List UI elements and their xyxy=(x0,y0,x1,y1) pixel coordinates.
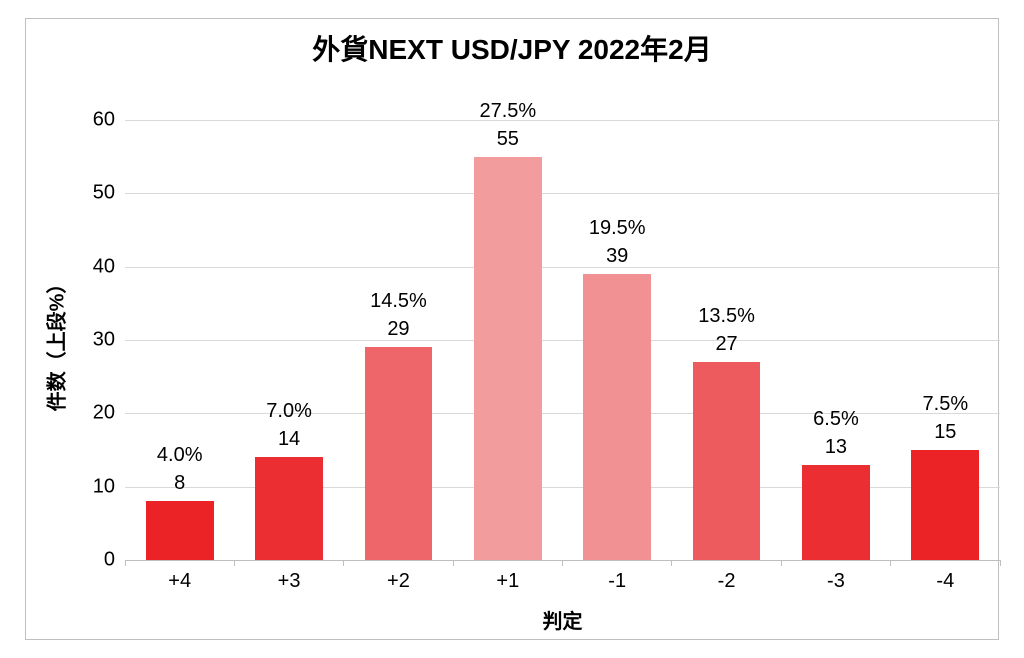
plot-area: 84.0%147.0%2914.5%5527.5%3919.5%2713.5%1… xyxy=(125,120,1000,560)
bar-pct-label: 7.5% xyxy=(923,393,969,416)
x-tick-mark xyxy=(890,560,891,566)
x-tick-mark xyxy=(343,560,344,566)
bar-value-label: 15 xyxy=(934,421,956,444)
x-tick-mark xyxy=(453,560,454,566)
y-tick-label: 60 xyxy=(0,109,115,132)
bar-value-label: 13 xyxy=(825,436,847,459)
bar-pct-label: 4.0% xyxy=(157,444,203,467)
y-tick-label: 10 xyxy=(0,475,115,498)
bar xyxy=(911,450,979,560)
bar-pct-label: 7.0% xyxy=(266,400,312,423)
bar-pct-label: 19.5% xyxy=(589,217,646,240)
bar xyxy=(255,457,323,560)
gridline xyxy=(125,413,1000,414)
y-tick-label: 20 xyxy=(0,402,115,425)
gridline xyxy=(125,340,1000,341)
x-tick-label: +2 xyxy=(387,570,410,593)
bar xyxy=(583,274,651,560)
bar-value-label: 55 xyxy=(497,128,519,151)
bar-value-label: 14 xyxy=(278,428,300,451)
chart-container: 外貨NEXT USD/JPY 2022年2月 件数（上段%） 84.0%147.… xyxy=(0,0,1024,658)
bar-pct-label: 13.5% xyxy=(698,305,755,328)
bar xyxy=(802,465,870,560)
x-tick-mark xyxy=(234,560,235,566)
bar-value-label: 39 xyxy=(606,245,628,268)
bar-pct-label: 14.5% xyxy=(370,290,427,313)
y-tick-label: 50 xyxy=(0,182,115,205)
x-tick-label: +1 xyxy=(496,570,519,593)
y-tick-label: 40 xyxy=(0,255,115,278)
x-tick-mark xyxy=(781,560,782,566)
x-tick-mark xyxy=(1000,560,1001,566)
bar xyxy=(365,347,433,560)
x-tick-label: -2 xyxy=(718,570,736,593)
y-tick-label: 30 xyxy=(0,329,115,352)
x-tick-label: -3 xyxy=(827,570,845,593)
gridline xyxy=(125,193,1000,194)
x-tick-label: +3 xyxy=(278,570,301,593)
gridline xyxy=(125,267,1000,268)
chart-title: 外貨NEXT USD/JPY 2022年2月 xyxy=(0,28,1024,68)
gridline xyxy=(125,120,1000,121)
bar xyxy=(693,362,761,560)
bar-value-label: 8 xyxy=(174,472,185,495)
x-axis-title: 判定 xyxy=(125,605,1000,634)
bar-value-label: 27 xyxy=(715,333,737,356)
x-tick-mark xyxy=(671,560,672,566)
x-tick-mark xyxy=(125,560,126,566)
bar-value-label: 29 xyxy=(387,318,409,341)
x-tick-label: +4 xyxy=(168,570,191,593)
x-tick-label: -4 xyxy=(936,570,954,593)
x-tick-label: -1 xyxy=(608,570,626,593)
bar-pct-label: 6.5% xyxy=(813,408,859,431)
bar xyxy=(146,501,214,560)
bar xyxy=(474,157,542,560)
x-tick-mark xyxy=(562,560,563,566)
y-tick-label: 0 xyxy=(0,549,115,572)
bar-pct-label: 27.5% xyxy=(479,100,536,123)
